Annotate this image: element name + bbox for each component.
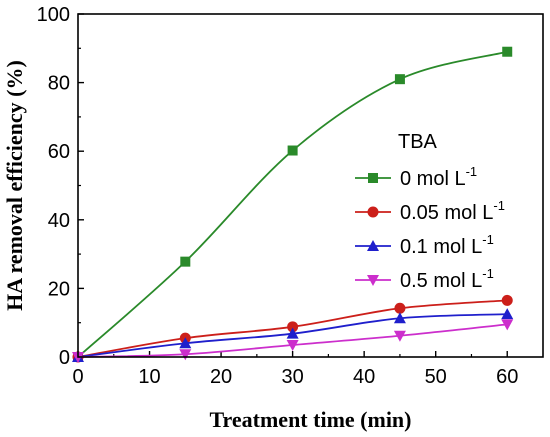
data-point-marker (394, 74, 405, 85)
legend-entry: 0.5 mol L-1 (355, 266, 494, 292)
data-point-marker (394, 302, 406, 314)
y-tick-label: 60 (48, 141, 70, 163)
data-point-marker (179, 337, 192, 349)
data-point-marker (367, 240, 379, 251)
data-point-marker (501, 294, 513, 306)
data-point-marker (393, 330, 406, 342)
legend-label: 0.5 mol L-1 (400, 266, 494, 292)
data-point-marker (393, 312, 406, 324)
data-point-marker (180, 256, 191, 267)
y-tick-label: 0 (59, 347, 70, 369)
x-tick-label: 30 (281, 366, 303, 388)
data-point-marker (367, 275, 379, 286)
y-tick-label: 80 (48, 73, 70, 95)
data-point-marker (501, 319, 514, 331)
y-tick-label: 20 (48, 278, 70, 300)
data-point-marker (368, 173, 378, 183)
x-tick-label: 40 (353, 366, 375, 388)
legend-label: 0.05 mol L-1 (400, 198, 505, 224)
plot-area-frame (77, 13, 544, 358)
legend: TBA 0 mol L-1 0.05 mol L-1 0.1 mol L-1 0.5 m… (355, 131, 505, 292)
legend-entry: 0.1 mol L-1 (355, 232, 494, 258)
y-tick-label: 40 (48, 210, 70, 232)
x-tick-label: 0 (72, 366, 83, 388)
legend-title: TBA (398, 131, 438, 153)
data-point-marker (286, 339, 299, 351)
x-tick-label: 20 (210, 366, 232, 388)
data-point-marker (286, 327, 299, 339)
legend-entry: 0.05 mol L-1 (355, 198, 505, 224)
data-point-marker (501, 308, 514, 320)
series-group (72, 319, 514, 363)
x-tick-label: 10 (138, 366, 160, 388)
legend-label: 0.1 mol L-1 (400, 232, 494, 258)
ticks-layer: 0 10 20 30 40 50 60 0 20 40 60 80 100 (37, 4, 519, 388)
data-point-marker (367, 206, 379, 218)
legend-entry: 0 mol L-1 (355, 164, 477, 190)
data-point-marker (287, 145, 298, 156)
data-point-marker (179, 349, 192, 361)
legend-label: 0 mol L-1 (400, 164, 477, 190)
data-point-marker (287, 321, 299, 333)
data-point-marker (502, 46, 513, 57)
x-tick-label: 50 (425, 366, 447, 388)
x-axis-title: Treatment time (min) (209, 407, 411, 432)
x-tick-label: 60 (496, 366, 518, 388)
y-tick-label: 100 (37, 4, 70, 26)
y-axis-title: HA removal efficiency (%) (2, 60, 27, 311)
